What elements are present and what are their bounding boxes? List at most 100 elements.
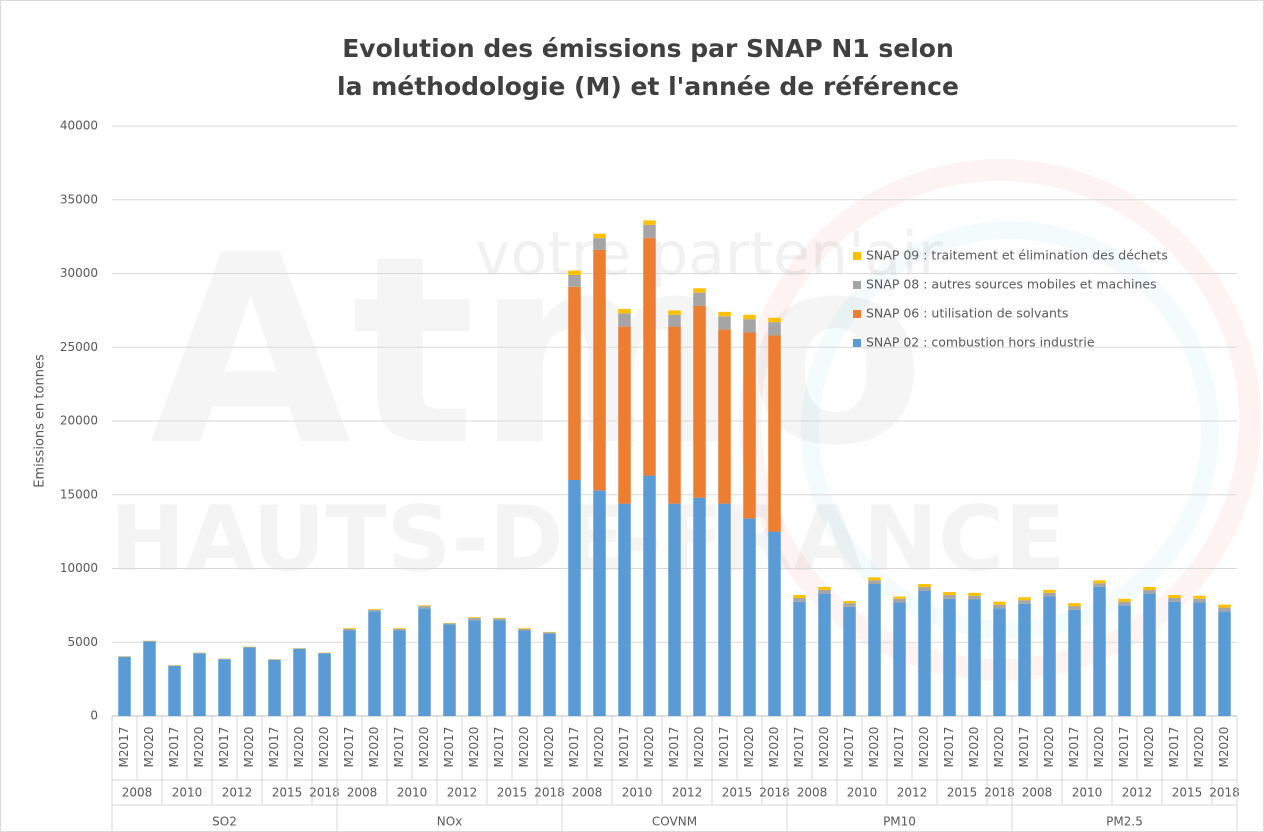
year-label: 2012 [222, 786, 253, 800]
x-tick-label: M2017 [392, 727, 406, 768]
bar-segment [393, 630, 406, 716]
x-tick-label: M2020 [417, 727, 431, 768]
x-tick-label: M2020 [242, 727, 256, 768]
bar-segment [743, 319, 756, 333]
bar-segment [843, 603, 856, 607]
year-label: 2010 [622, 786, 653, 800]
bar-segment [693, 305, 706, 498]
x-tick-label: M2017 [267, 727, 281, 768]
x-tick-label: M2017 [492, 727, 506, 768]
bar-segment [968, 595, 981, 600]
year-label: 2010 [172, 786, 203, 800]
bar-segment [1168, 595, 1181, 598]
bar-segment [1093, 583, 1106, 587]
bar-segment [668, 326, 681, 504]
bar-segment [868, 577, 881, 581]
bar-segment [418, 606, 431, 609]
x-tick-label: M2017 [1067, 727, 1081, 768]
bar-segment [493, 620, 506, 716]
bar-segment [768, 335, 781, 532]
x-tick-label: M2020 [542, 727, 556, 768]
x-tick-label: M2020 [1142, 727, 1156, 768]
bar-segment [668, 314, 681, 327]
year-label: 2008 [572, 786, 603, 800]
year-label: 2015 [272, 786, 303, 800]
legend-swatch [853, 281, 861, 289]
bar-segment [818, 589, 831, 594]
bar-segment [418, 605, 431, 607]
bar-segment [1043, 589, 1056, 593]
bar-segment [518, 628, 531, 631]
x-tick-label: M2020 [642, 727, 656, 768]
x-tick-label: M2017 [942, 727, 956, 768]
bar-segment [343, 628, 356, 631]
y-tick-label: 40000 [60, 119, 98, 133]
year-label: 2008 [122, 786, 153, 800]
group-label: COVNM [652, 815, 697, 829]
x-tick-label: M2017 [667, 727, 681, 768]
x-tick-label: M2017 [217, 727, 231, 768]
bar-segment [618, 326, 631, 504]
watermark-text: HAUTS-DE-FRANCE [110, 487, 1066, 592]
x-tick-label: M2020 [917, 727, 931, 768]
x-tick-label: M2020 [592, 727, 606, 768]
bar-segment [593, 249, 606, 491]
bar-segment [1043, 596, 1056, 716]
y-tick-label: 35000 [60, 192, 98, 206]
bar-segment [518, 628, 531, 629]
x-tick-label: M2017 [892, 727, 906, 768]
x-tick-label: M2017 [1167, 727, 1181, 768]
bar-segment [668, 310, 681, 315]
bar-segment [843, 600, 856, 604]
year-label: 2018 [534, 786, 565, 800]
bar-segment [618, 503, 631, 716]
x-tick-label: M2020 [967, 727, 981, 768]
bar-segment [268, 659, 281, 716]
x-tick-label: M2020 [367, 727, 381, 768]
y-tick-label: 20000 [60, 414, 98, 428]
bar-segment [1218, 604, 1231, 608]
bar-segment [468, 617, 481, 618]
x-tick-label: M2017 [442, 727, 456, 768]
bar-segment [393, 628, 406, 629]
bar-segment [643, 220, 656, 225]
bar-segment [1218, 611, 1231, 716]
bar-segment [718, 503, 731, 716]
y-axis-label: Emissions en tonnes [33, 354, 48, 488]
x-tick-label: M2017 [117, 727, 131, 768]
legend-label: SNAP 02 : combustion hors industrie [866, 335, 1095, 350]
bar-segment [943, 592, 956, 596]
x-tick-label: M2017 [617, 727, 631, 768]
bar-segment [543, 632, 556, 634]
bar-segment [1168, 601, 1181, 716]
bar-segment [743, 518, 756, 716]
y-tick-label: 25000 [60, 340, 98, 354]
bar-segment [193, 653, 206, 716]
year-label: 2018 [1209, 786, 1240, 800]
y-tick-label: 30000 [60, 266, 98, 280]
x-tick-label: M2020 [742, 727, 756, 768]
bar-segment [493, 618, 506, 621]
group-label: PM10 [883, 815, 916, 829]
legend-label: SNAP 06 : utilisation de solvants [866, 306, 1068, 321]
bar-segment [768, 531, 781, 716]
x-tick-label: M2017 [167, 727, 181, 768]
bar-segment [918, 590, 931, 716]
bar-segment [968, 599, 981, 716]
bar-segment [768, 317, 781, 323]
x-tick-label: M2020 [692, 727, 706, 768]
bar-segment [768, 322, 781, 336]
bar-segment [643, 475, 656, 716]
year-label: 2008 [347, 786, 378, 800]
bar-segment [418, 608, 431, 716]
bar-segment [868, 583, 881, 716]
bar-segment [243, 647, 256, 716]
group-label: SO2 [212, 815, 237, 829]
x-tick-label: M2017 [567, 727, 581, 768]
bar-segment [993, 608, 1006, 716]
year-label: 2018 [309, 786, 340, 800]
bar-segment [168, 665, 181, 716]
legend-swatch [853, 339, 861, 347]
bar-segment [1143, 586, 1156, 590]
bar-segment [1218, 607, 1231, 612]
